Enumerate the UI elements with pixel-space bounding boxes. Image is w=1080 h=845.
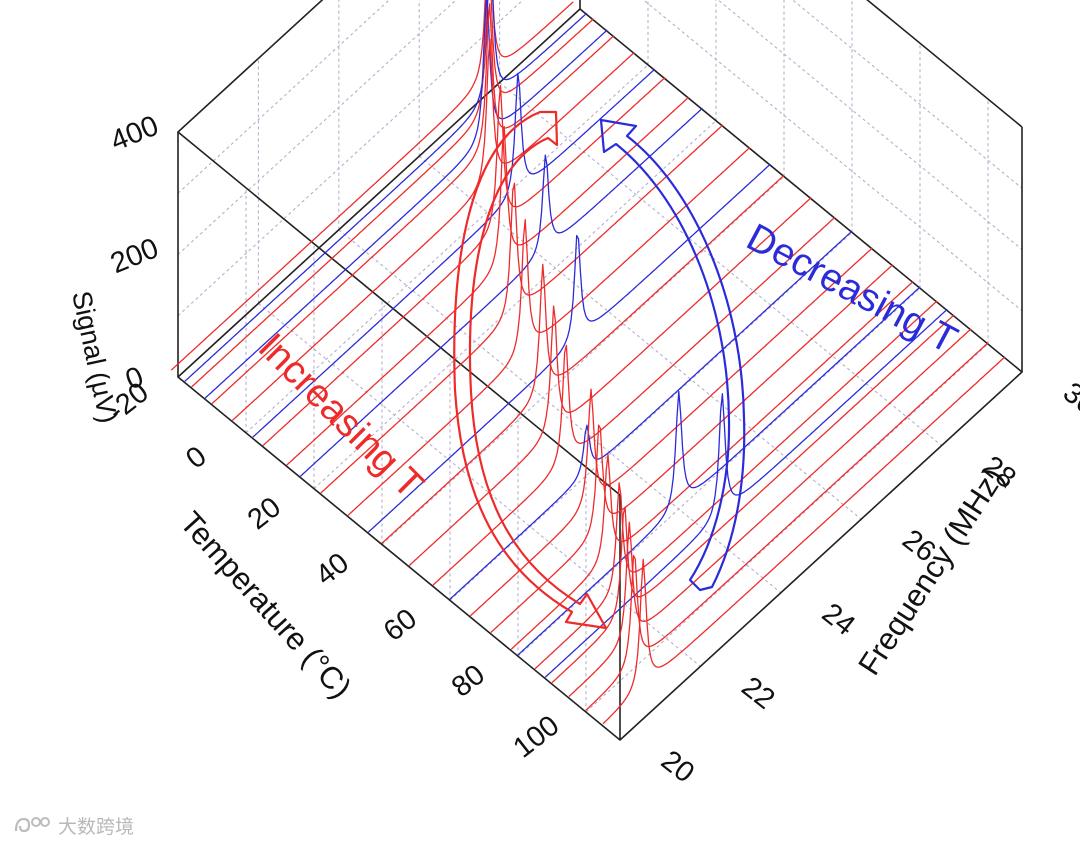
trace-increasing [211, 3, 615, 405]
trace-increasing [510, 280, 914, 650]
trace-decreasing [204, 0, 608, 399]
grid-line [791, 0, 1023, 189]
trace-increasing [568, 328, 972, 697]
grid-line [585, 343, 989, 713]
direction-arrows [453, 110, 746, 630]
decreasing-arrow [599, 118, 746, 592]
x-tick-label: 24 [816, 597, 861, 642]
y-tick-label: 60 [378, 603, 423, 648]
trace-increasing [490, 264, 894, 633]
grid-line [381, 176, 785, 545]
trace-increasing [286, 96, 690, 466]
box-floor-edges [177, 8, 1023, 741]
grid-line [449, 231, 853, 601]
trace-increasing [262, 77, 666, 446]
z-axis-title: Signal (µV) [66, 288, 123, 425]
trace-increasing [469, 247, 873, 617]
trace-decreasing [252, 68, 656, 438]
grid-line [642, 0, 1023, 312]
trace-increasing [534, 300, 938, 670]
trace-decreasing [299, 107, 703, 477]
trace-increasing [170, 0, 574, 371]
trace-increasing [602, 356, 1006, 725]
x-tick-label: 30 [1057, 376, 1080, 421]
grid-line [517, 287, 921, 657]
z-tick-label: 400 [106, 110, 163, 158]
trace-increasing [381, 174, 785, 544]
x-tick-label: 20 [655, 744, 700, 789]
spectra-traces [170, 0, 1006, 725]
grid-line [418, 155, 862, 520]
grid-line [177, 0, 324, 133]
grid-line [499, 82, 942, 447]
trace-decreasing [544, 308, 948, 678]
grid-line [258, 302, 701, 667]
trace-increasing [347, 146, 751, 516]
x-axis-title: Frequency (MHz) [851, 461, 1011, 681]
z-tick-label: 200 [106, 232, 163, 280]
trace-decreasing [449, 230, 853, 600]
grid-line [313, 120, 717, 490]
trace-increasing [585, 342, 989, 711]
y-tick-label: 80 [446, 659, 491, 704]
decreasing-t-label: Decreasing T [740, 216, 964, 363]
y-tick-label: 100 [508, 709, 566, 764]
watermark-text: 大数跨境 [58, 815, 135, 838]
trace-increasing [432, 216, 836, 586]
grid-line [717, 0, 1023, 250]
grid-line [177, 0, 457, 255]
grid-line [245, 64, 649, 434]
y-axis-title: Temperature (°C) [173, 505, 358, 705]
x-tick-label: 22 [735, 671, 780, 716]
trace-increasing [231, 38, 635, 421]
watermark-logo-icon [14, 817, 50, 833]
watermark: 大数跨境 [12, 810, 134, 840]
trace-decreasing [367, 163, 771, 533]
y-tick-label: 0 [180, 440, 212, 475]
grid-line [338, 229, 782, 594]
trace-increasing [408, 197, 812, 567]
trace-decreasing [517, 286, 921, 656]
increasing-arrow [453, 110, 608, 630]
trace-increasing [191, 0, 595, 388]
trace-decreasing [184, 0, 588, 382]
axis-box [177, 0, 1023, 741]
box-back-edges [177, 0, 1023, 496]
grid-line [177, 0, 390, 194]
y-tick-label: 40 [310, 547, 355, 592]
y-tick-label: 20 [242, 491, 287, 536]
grid-line [177, 0, 524, 317]
trace-increasing [551, 314, 955, 684]
